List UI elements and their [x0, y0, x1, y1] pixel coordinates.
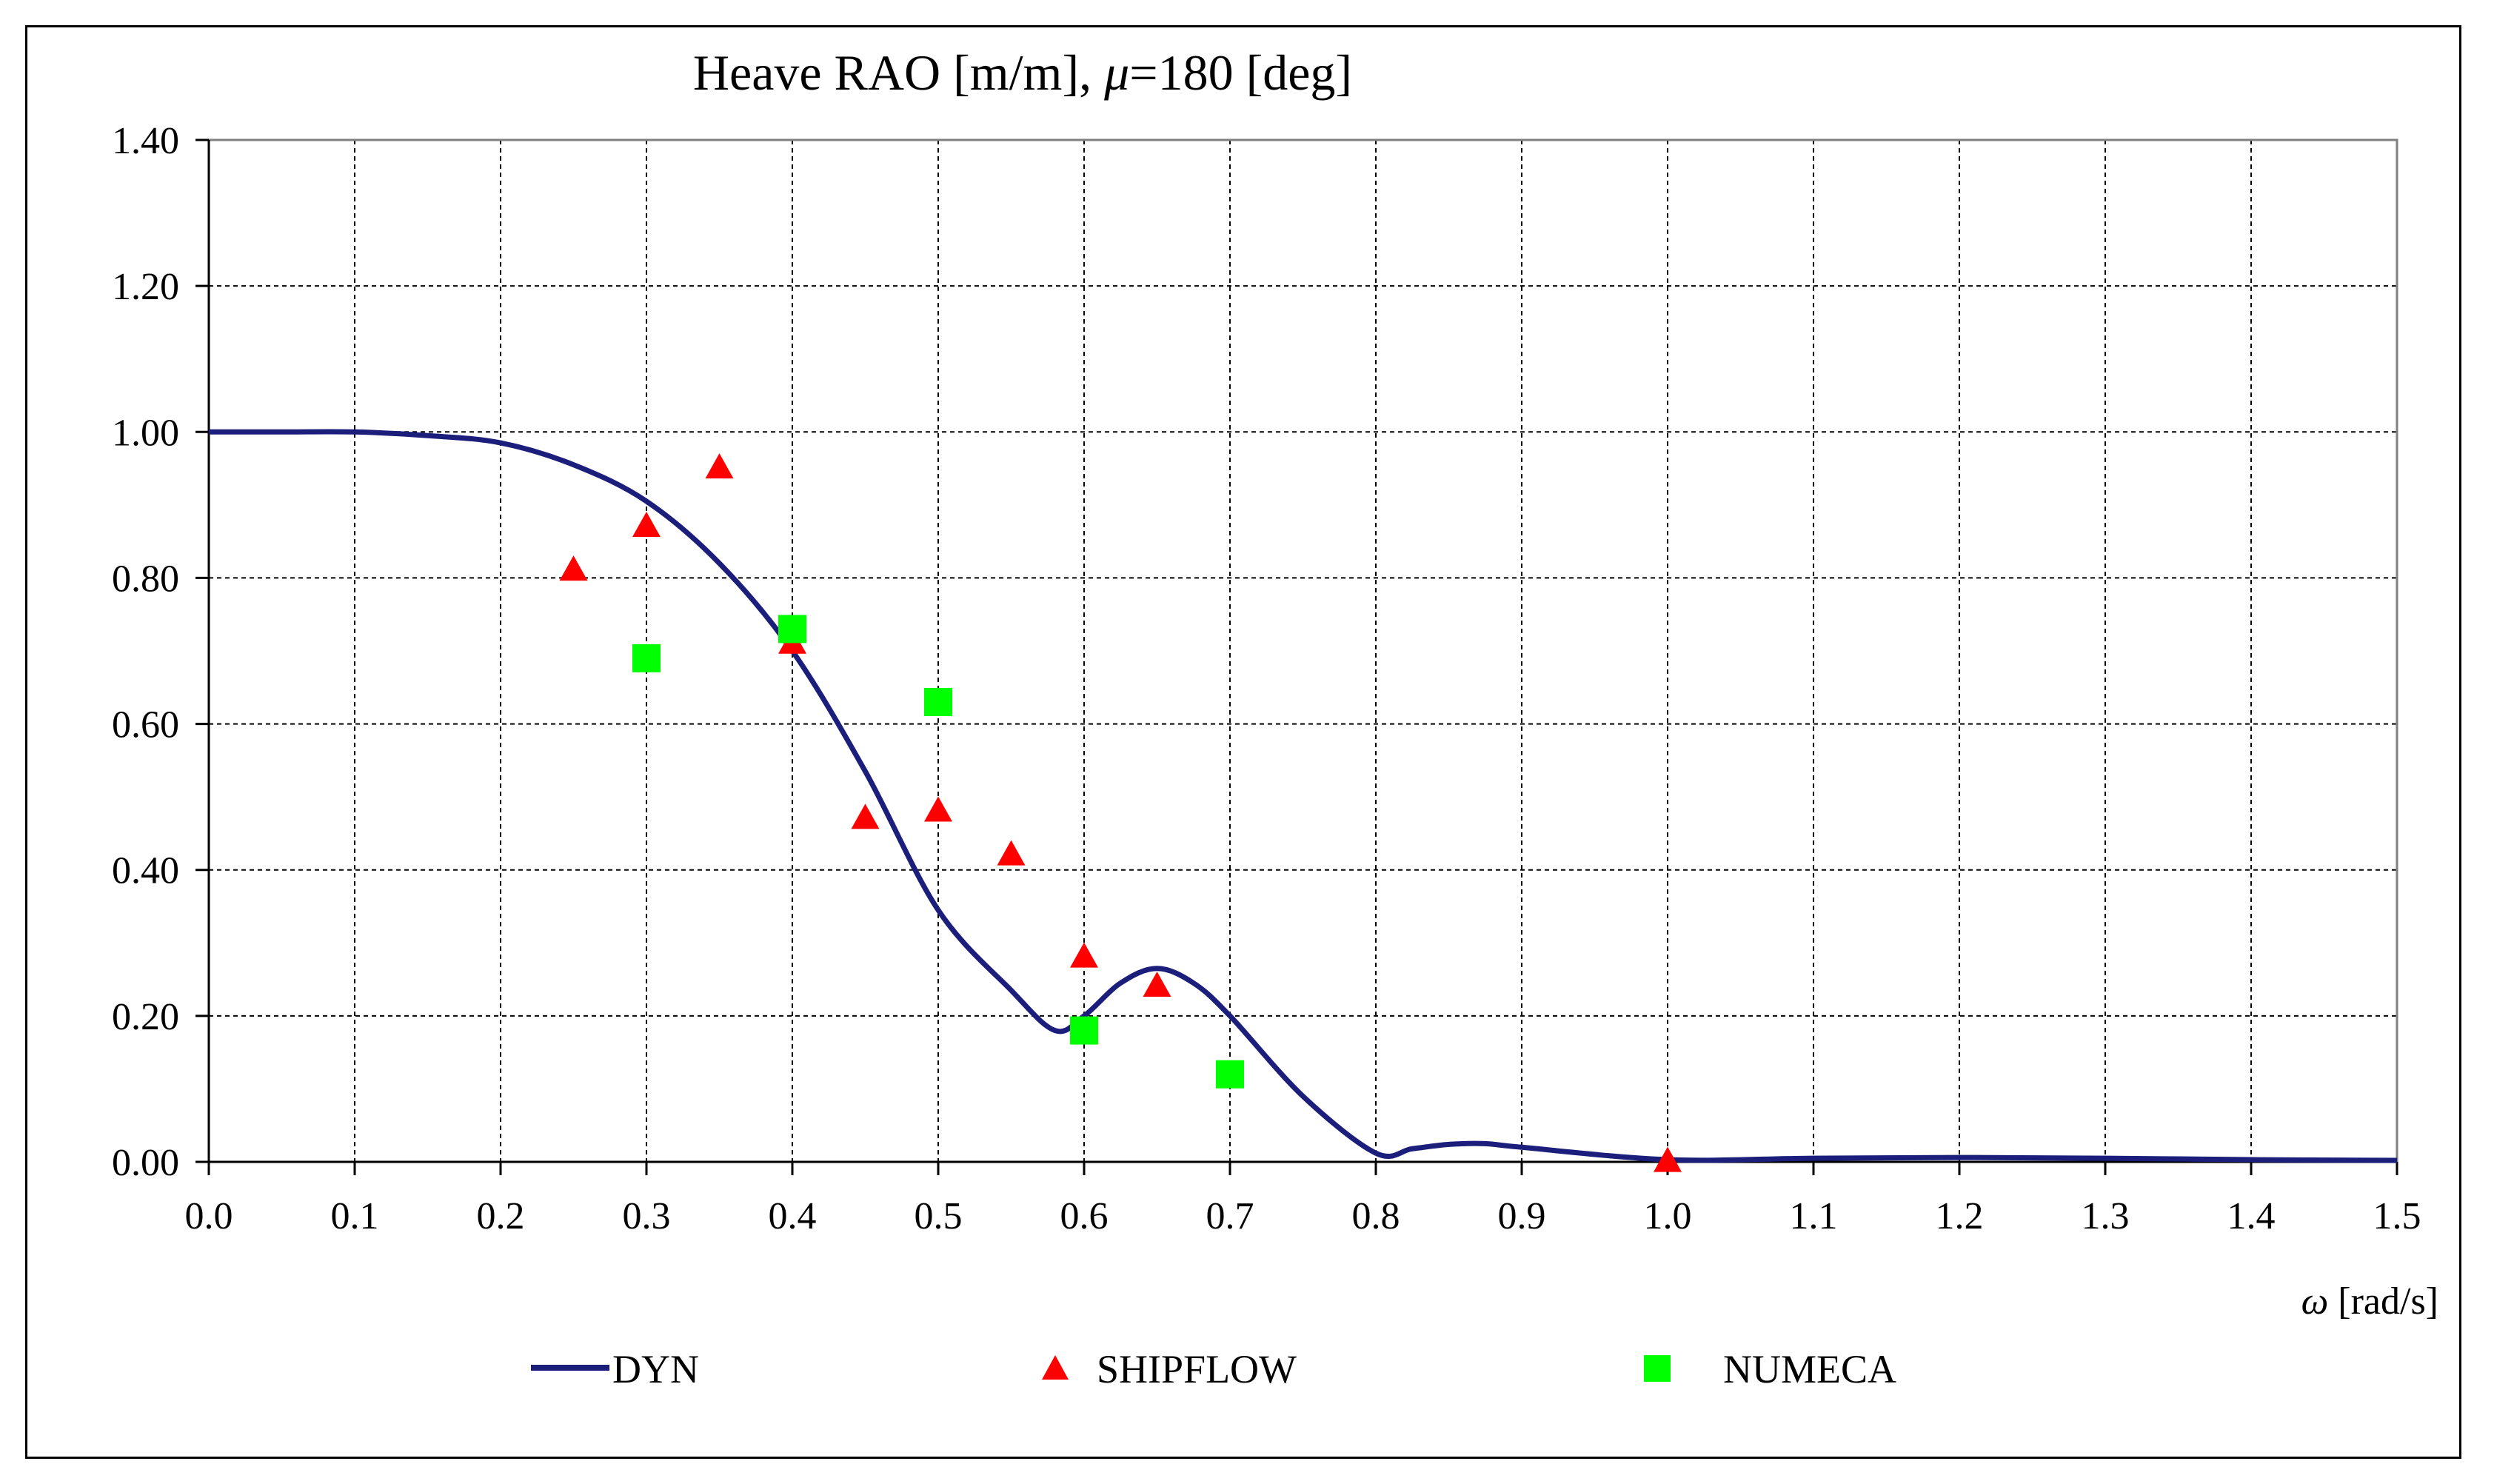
x-tick-label: 0.3	[623, 1195, 671, 1237]
x-tick-label: 0.9	[1498, 1195, 1546, 1237]
legend-label-dyn: DYN	[612, 1347, 699, 1391]
shipflow-point	[924, 796, 952, 822]
shipflow-point	[705, 453, 734, 479]
x-tick-label: 0.0	[185, 1195, 233, 1237]
numeca-point	[1070, 1016, 1098, 1045]
shipflow-point	[559, 555, 588, 581]
x-tick-label: 0.5	[915, 1195, 963, 1237]
shipflow-point	[632, 512, 661, 538]
x-axis-omega-symbol: ω	[2301, 1280, 2329, 1323]
shipflow-point	[851, 803, 880, 829]
numeca-point	[632, 644, 661, 672]
legend-item-numeca: NUMECA	[1644, 1347, 1896, 1391]
numeca-point	[924, 688, 952, 716]
grid-layer	[209, 139, 2397, 1162]
series-line-dyn	[209, 429, 2398, 1163]
x-tick-label: 1.0	[1644, 1195, 1692, 1237]
x-axis-unit: [rad/s]	[2328, 1280, 2438, 1323]
shipflow-point	[1143, 972, 1171, 997]
y-tick-label: 1.20	[112, 266, 179, 308]
legend-swatch-numeca	[1644, 1355, 1671, 1382]
chart-title: Heave RAO [m/m], μ=180 [deg]	[693, 44, 1352, 101]
chart-frame: 0.0 0.1 0.2 0.3 0.4 0.5 0.6 0.7 0.8 0.9 1.0 1.1 1.2 1…	[25, 25, 2461, 1459]
x-tick-label: 0.2	[477, 1195, 525, 1237]
axis-layer: 0.0 0.1 0.2 0.3 0.4 0.5 0.6 0.7 0.8 0.9 1.0 1.1 1.2 1…	[112, 120, 2421, 1237]
x-axis-label: ω [rad/s]	[2301, 1280, 2438, 1323]
numeca-point	[778, 615, 806, 644]
x-tick-label: 0.6	[1060, 1195, 1109, 1237]
x-tick-label: 1.5	[2373, 1195, 2421, 1237]
title-suffix: =180 [deg]	[1129, 44, 1352, 101]
title-prefix: Heave RAO [m/m],	[693, 44, 1104, 101]
x-tick-label: 0.4	[769, 1195, 817, 1237]
y-tick-label: 0.40	[112, 850, 179, 892]
shipflow-point	[1654, 1146, 1682, 1172]
chart-svg: 0.0 0.1 0.2 0.3 0.4 0.5 0.6 0.7 0.8 0.9 1.0 1.1 1.2 1…	[112, 44, 2438, 1391]
shipflow-point	[1070, 942, 1098, 968]
legend-label-numeca: NUMECA	[1723, 1347, 1896, 1391]
x-tick-label: 1.1	[1790, 1195, 1838, 1237]
legend: DYN SHIPFLOW NUMECA	[531, 1347, 1896, 1391]
shipflow-point	[997, 840, 1026, 866]
y-tick-label: 0.60	[112, 704, 179, 746]
legend-swatch-shipflow	[1042, 1355, 1069, 1380]
series-layer	[209, 429, 2398, 1172]
y-tick-label: 0.20	[112, 996, 179, 1038]
legend-item-dyn: DYN	[531, 1347, 699, 1391]
y-tick-label: 1.00	[112, 412, 179, 454]
x-tick-label: 0.7	[1206, 1195, 1254, 1237]
x-tick-label: 0.8	[1352, 1195, 1400, 1237]
x-tick-label: 1.3	[2082, 1195, 2130, 1237]
x-tick-label: 0.1	[331, 1195, 379, 1237]
y-tick-label: 0.80	[112, 558, 179, 600]
legend-label-shipflow: SHIPFLOW	[1097, 1347, 1297, 1391]
y-tick-label: 0.00	[112, 1142, 179, 1184]
plot-area	[207, 138, 2398, 1163]
legend-item-shipflow: SHIPFLOW	[1042, 1347, 1297, 1391]
y-tick-label: 1.40	[112, 120, 179, 162]
title-mu-symbol: μ	[1103, 44, 1129, 101]
numeca-point	[1216, 1060, 1244, 1089]
x-tick-label: 1.4	[2227, 1195, 2276, 1237]
x-tick-label: 1.2	[1936, 1195, 1984, 1237]
